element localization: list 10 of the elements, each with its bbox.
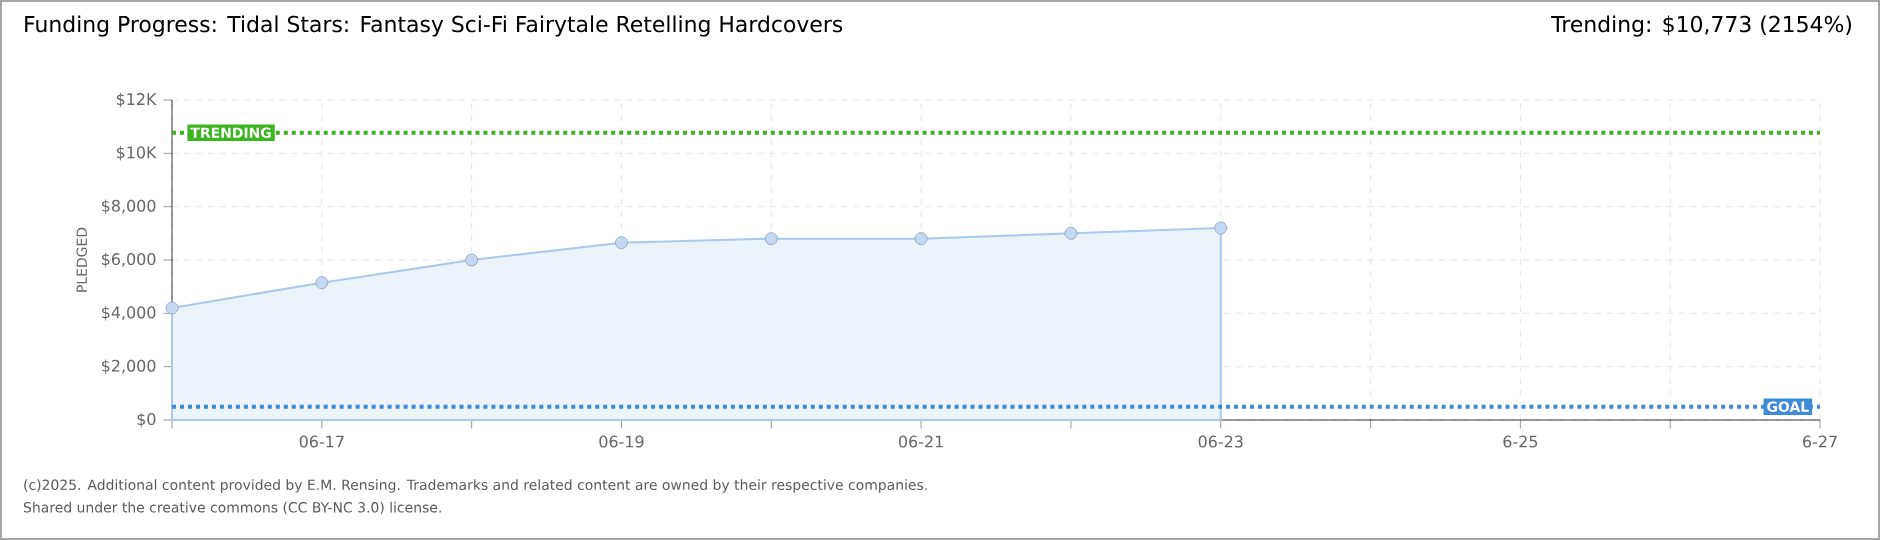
point — [315, 276, 329, 290]
chart-title: Funding Progress: Tidal Stars: Fantasy Sci-Fi Fairytale Retelling Hardcovers — [25, 15, 843, 37]
point — [615, 236, 628, 250]
text: Trending: $10,773 (2154%) — [1551, 15, 1852, 37]
point — [1214, 221, 1228, 235]
point — [465, 253, 479, 267]
point — [914, 232, 928, 246]
point — [165, 301, 179, 315]
point — [764, 232, 778, 246]
point — [1064, 226, 1078, 240]
